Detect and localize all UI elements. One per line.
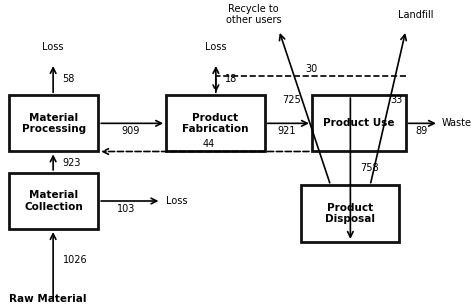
Text: Product
Fabrication: Product Fabrication xyxy=(182,113,249,134)
Text: Material
Collection: Material Collection xyxy=(24,190,83,212)
Text: 758: 758 xyxy=(360,163,378,173)
FancyBboxPatch shape xyxy=(301,185,399,242)
FancyBboxPatch shape xyxy=(9,173,98,229)
Text: 725: 725 xyxy=(282,95,301,105)
Text: 909: 909 xyxy=(121,126,139,136)
Text: 44: 44 xyxy=(202,139,214,149)
FancyBboxPatch shape xyxy=(312,95,406,151)
Text: 18: 18 xyxy=(225,74,237,84)
Text: 921: 921 xyxy=(277,126,296,136)
FancyBboxPatch shape xyxy=(9,95,98,151)
Text: Waste: Waste xyxy=(442,118,472,128)
Text: 30: 30 xyxy=(306,64,318,74)
Text: 89: 89 xyxy=(416,126,428,136)
Text: Material
Processing: Material Processing xyxy=(21,113,86,134)
Text: Loss: Loss xyxy=(205,42,227,52)
Text: Loss: Loss xyxy=(166,196,188,206)
Text: 923: 923 xyxy=(63,158,81,168)
Text: Loss: Loss xyxy=(42,42,64,52)
Text: Product Use: Product Use xyxy=(323,118,394,128)
Text: Product
Disposal: Product Disposal xyxy=(325,203,375,224)
Text: Landfill: Landfill xyxy=(398,10,433,20)
Text: 33: 33 xyxy=(391,95,402,105)
Text: 103: 103 xyxy=(117,204,136,214)
Text: 58: 58 xyxy=(63,74,75,84)
Text: 1026: 1026 xyxy=(63,255,87,265)
Text: Recycle to
other users: Recycle to other users xyxy=(226,4,281,25)
FancyBboxPatch shape xyxy=(166,95,265,151)
Text: Raw Material: Raw Material xyxy=(9,294,86,304)
